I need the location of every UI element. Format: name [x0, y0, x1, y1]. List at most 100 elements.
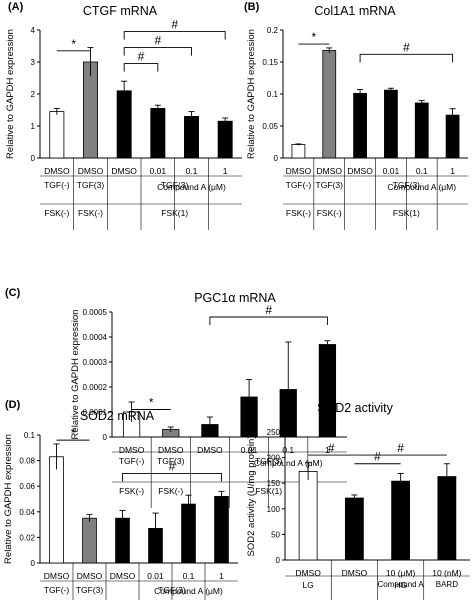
category-label-0: DMSO — [44, 166, 70, 176]
category-label-2: 10 (μM) — [386, 568, 416, 578]
y-tick-label: 0.1 — [24, 431, 36, 440]
category-label-1: DMSO — [77, 571, 103, 581]
condition-label: TGF(-) — [44, 585, 70, 595]
category-label-1: DMSO — [342, 568, 368, 578]
y-tick-label: 0.2 — [267, 26, 279, 35]
y-tick-label: 150 — [267, 479, 281, 488]
condition-label: TGF(-) — [286, 180, 312, 190]
bar-5 — [214, 496, 229, 564]
compound-label: Compound A (μM) — [157, 182, 226, 192]
y-tick-label: 200 — [267, 454, 281, 463]
condition-label: TGF(3) — [161, 180, 189, 190]
bar-5 — [318, 344, 337, 438]
bar-3 — [384, 89, 398, 159]
condition-label: TGF(3) — [393, 180, 421, 190]
chart-title: SOD2 mRNA — [80, 409, 155, 423]
category-label-0: DMSO — [295, 568, 321, 578]
category-label-5: 1 — [325, 445, 330, 455]
y-tick-label: 4 — [31, 26, 36, 35]
chart-title: PGC1α mRNA — [194, 291, 276, 305]
panel-a: (A) CTGF mRNA Relative to GAPDH expression… — [5, 1, 242, 230]
category-label-3: 10 (nM) — [432, 568, 461, 578]
y-axis-label: Relative to GAPDH expression — [3, 434, 14, 564]
y-tick-label: 0.0005 — [83, 308, 108, 317]
y-tick-label: 0 — [103, 433, 108, 442]
bar-0 — [49, 111, 65, 159]
significance-bracket-1 — [359, 53, 454, 63]
bar-2 — [391, 480, 411, 561]
y-tick-label: 0.0002 — [83, 383, 108, 392]
bar-0 — [291, 144, 306, 159]
category-label-4: 0.1 — [186, 166, 198, 176]
bar-5 — [445, 114, 460, 159]
y-tick-label: 50 — [271, 530, 280, 539]
condition-label: FSK(-) — [44, 208, 69, 218]
significance-mark-0: * — [71, 37, 76, 51]
significance-mark-0: * — [311, 30, 316, 44]
y-axis-label: Relative to GAPDH expression — [70, 310, 81, 440]
category-label-4: 0.1 — [282, 445, 294, 455]
y-tick-label: 0.05 — [262, 122, 278, 131]
condition-label: FSK(1) — [255, 486, 282, 496]
category-label-3: 0.01 — [241, 445, 258, 455]
compound-label: Compound A (μM) — [387, 182, 456, 192]
category-label-0: DMSO — [44, 571, 70, 581]
y-tick-label: 0.02 — [19, 533, 35, 542]
category-label-2: DMSO — [111, 166, 137, 176]
significance-mark-0: * — [149, 396, 154, 410]
chart-title: Col1A1 mRNA — [314, 4, 396, 18]
y-tick-label: 0.0003 — [83, 358, 108, 367]
bar-1 — [322, 50, 337, 159]
category-label-3: 0.01 — [147, 571, 164, 581]
significance-mark-2: # — [397, 441, 404, 455]
significance-mark-1: # — [374, 450, 381, 464]
y-tick-label: 0.08 — [19, 457, 35, 466]
significance-mark-1: # — [169, 459, 176, 473]
compound-label: Compound A (μM) — [254, 458, 323, 468]
bar-5 — [217, 120, 233, 159]
panel-label: (D) — [5, 399, 21, 411]
panel-c: (C) PGC1α mRNA Relative to GAPDH expressio… — [5, 287, 347, 508]
category-label-2: DMSO — [197, 445, 223, 455]
condition-label: FSK(1) — [161, 208, 188, 218]
category-label-1: DMSO — [317, 166, 343, 176]
category-label-4: 0.1 — [183, 571, 195, 581]
y-tick-label: 0.06 — [19, 482, 35, 491]
category-label-3: 0.01 — [383, 166, 400, 176]
y-tick-label: 0 — [31, 154, 36, 163]
category-label-1: DMSO — [158, 445, 184, 455]
y-tick-label: 100 — [267, 505, 281, 514]
panel-label: (A) — [8, 1, 24, 13]
y-tick-label: 0.04 — [19, 508, 35, 517]
condition-label: FSK(1) — [393, 208, 420, 218]
category-label-3: 0.01 — [150, 166, 167, 176]
category-label-0: DMSO — [286, 166, 312, 176]
y-tick-label: 0.15 — [262, 58, 278, 67]
y-axis-label: Relative to GAPDH expression — [246, 29, 257, 159]
y-tick-label: 0.0001 — [83, 408, 108, 417]
bar-0 — [49, 456, 64, 564]
y-tick-label: 0 — [274, 154, 279, 163]
chart-title: SOD2 activity — [317, 401, 393, 415]
y-tick-label: 250 — [267, 428, 281, 437]
condition-label: TGF(3) — [255, 456, 283, 466]
y-axis-label: Relative to GAPDH expression — [5, 29, 16, 159]
bar-1 — [344, 497, 364, 561]
condition-label: TGF(-) — [119, 456, 145, 466]
bar-4 — [414, 102, 429, 159]
condition-label: FSK(-) — [119, 486, 144, 496]
condition-label: TGF(3) — [77, 180, 105, 190]
panel-label: (C) — [5, 287, 21, 299]
subcategory-label-0: Compound A — [377, 580, 424, 589]
category-label-5: 1 — [219, 571, 224, 581]
condition-label: HG — [394, 580, 407, 590]
category-label-0: DMSO — [119, 445, 145, 455]
panel-b: (B) Col1A1 mRNA Relative to GAPDH expressi… — [244, 1, 468, 230]
bar-2 — [353, 92, 367, 159]
bar-4 — [184, 116, 199, 159]
y-tick-label: 3 — [31, 58, 36, 67]
category-label-4: 0.1 — [416, 166, 428, 176]
subcategory-label-1: BARD — [436, 580, 458, 589]
significance-bracket-2 — [123, 47, 192, 56]
